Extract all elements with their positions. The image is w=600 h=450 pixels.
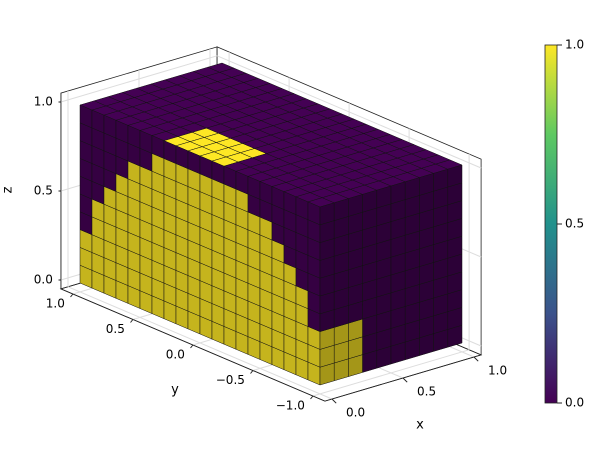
y-tick-label: 0.5 [106,322,125,336]
tick-mark [130,319,134,323]
tick-mark [331,398,337,404]
z-tick-label: 0.5 [34,184,53,198]
grid-line [216,55,482,169]
tick-mark [250,370,254,374]
grid-line [312,349,470,397]
y-tick-label: 0.0 [166,348,185,362]
z-tick-label: 1.0 [34,95,53,109]
colorbar-tick-label: 1.0 [565,38,584,52]
tick-mark [70,293,74,298]
grid-line [60,55,218,103]
y-tick-label: −1.0 [276,399,305,413]
colorbar-tick-label: 0.0 [565,396,584,410]
voxel-face [447,164,463,188]
colorbar-tick-label: 0.5 [565,217,584,231]
y-tick-label: 1.0 [46,297,65,311]
tick-mark [402,377,408,383]
voxels [79,62,463,386]
axis-ticks: 0.0 0.5 1.0 1.0 0.5 0.0 −0.5 −1.0 0.0 0.5 1.0 [34,95,507,420]
y-tick-label: −0.5 [216,373,245,387]
colorbar-fill [544,44,558,404]
tick-mark [473,356,479,362]
z-tick-label: 0.0 [34,273,53,287]
tick-mark [310,395,314,400]
z-axis-label: z [1,186,16,193]
x-tick-label: 1.0 [488,364,507,378]
x-tick-label: 0.5 [417,385,436,399]
tick-mark [190,344,194,349]
y-axis-label: y [171,383,179,398]
x-axis-label: x [416,418,424,433]
x-tick-label: 0.0 [346,406,365,420]
colorbar: 0.0 0.5 1.0 [544,38,584,410]
